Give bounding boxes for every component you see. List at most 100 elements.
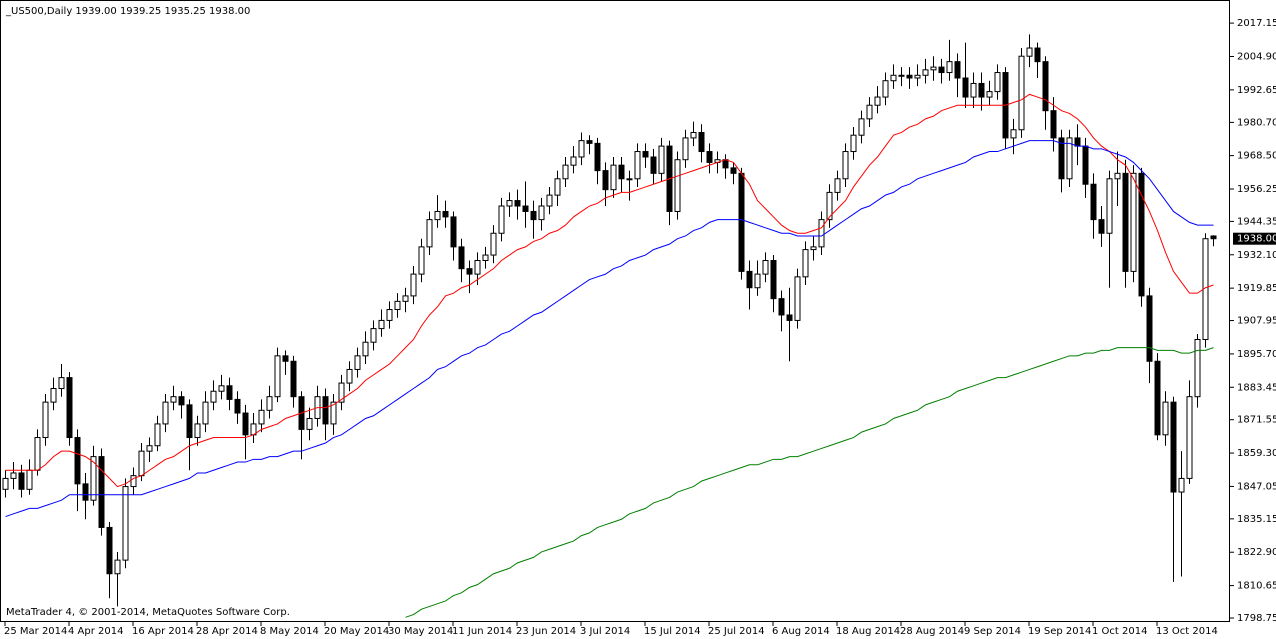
candle-body — [226, 385, 233, 400]
candle-body — [914, 74, 921, 79]
candle-body — [754, 273, 761, 289]
candle-body — [1042, 61, 1049, 112]
x-tick-label: 1 Oct 2014 — [1092, 626, 1147, 637]
candle-body — [66, 377, 73, 439]
candle-body — [546, 194, 553, 207]
candle-body — [1154, 360, 1161, 436]
candle-body — [818, 219, 825, 248]
candle-body — [322, 396, 329, 425]
candle-body — [602, 170, 609, 191]
x-tick-label: 16 Apr 2014 — [132, 626, 194, 637]
axes: 2017.15 2004.90 1992.65 1980.70 1968.50 1956.… — [4, 18, 1276, 637]
candle-body — [1178, 477, 1185, 493]
candle-body — [114, 559, 121, 575]
candle-body — [10, 472, 17, 479]
y-tick-label: 2017.15 — [1237, 18, 1276, 29]
x-tick-label: 20 May 2014 — [324, 626, 389, 637]
candle-body — [978, 82, 985, 98]
candle-body — [1058, 137, 1065, 180]
candle-body — [506, 200, 513, 207]
candle-body — [26, 469, 33, 490]
candle-body — [746, 270, 753, 289]
candle-body — [434, 210, 441, 221]
candle-body — [186, 404, 193, 439]
candle-body — [802, 249, 809, 278]
candle-body — [986, 91, 993, 98]
candle-body — [866, 104, 873, 120]
candle-body — [1138, 172, 1145, 297]
footnote: MetaTrader 4, © 2001-2014, MetaQuotes So… — [6, 607, 290, 618]
y-tick-label: 1907.95 — [1237, 316, 1276, 327]
y-tick-label: 1992.65 — [1237, 85, 1276, 96]
candle-body — [266, 396, 273, 411]
candle-body — [202, 401, 209, 425]
x-tick-label: 19 Sep 2014 — [1028, 626, 1091, 637]
candle-body — [930, 66, 937, 71]
candle-body — [162, 401, 169, 425]
x-tick-label: 25 Jul 2014 — [708, 626, 765, 637]
candle-body — [362, 341, 369, 357]
y-tick-label: 2004.90 — [1237, 51, 1276, 62]
candle-body — [346, 368, 353, 384]
candle-body — [18, 472, 25, 490]
candle-body — [554, 178, 561, 196]
candle-body — [1194, 338, 1201, 398]
candle-body — [562, 164, 569, 180]
candle-body — [810, 246, 817, 251]
candle-body — [1146, 295, 1153, 362]
candle-body — [410, 273, 417, 297]
candle-body — [458, 246, 465, 270]
candle-body — [706, 151, 713, 163]
candle-body — [178, 396, 185, 406]
candle-body — [634, 151, 641, 180]
candle-body — [1098, 219, 1105, 234]
candle-body — [490, 232, 497, 256]
candle-body — [938, 66, 945, 74]
y-tick-label: 1835.15 — [1237, 514, 1276, 525]
candle-body — [90, 456, 97, 501]
x-tick-label: 28 Apr 2014 — [196, 626, 258, 637]
x-tick-label: 13 Oct 2014 — [1156, 626, 1218, 637]
x-tick-label: 11 Jun 2014 — [452, 626, 512, 637]
candle-body — [1186, 396, 1193, 479]
candle-body — [242, 412, 249, 436]
candle-body — [834, 178, 841, 193]
candle-body — [690, 131, 697, 139]
y-tick-label: 1859.30 — [1237, 448, 1276, 459]
candle-body — [122, 486, 129, 561]
candle-body — [170, 396, 177, 403]
candle-body — [586, 140, 593, 144]
candle-body — [538, 205, 545, 221]
candle-body — [826, 191, 833, 221]
candle-body — [498, 205, 505, 234]
candle-body — [58, 377, 65, 390]
y-tick-label: 1810.65 — [1237, 581, 1276, 592]
candle-body — [130, 475, 137, 488]
candle-body — [778, 298, 785, 316]
candle-body — [530, 210, 537, 221]
y-tick-label: 1847.05 — [1237, 481, 1276, 492]
candle-body — [906, 74, 913, 79]
candle-body — [1210, 235, 1217, 240]
candle-body — [34, 437, 41, 471]
candle-body — [450, 216, 457, 248]
candle-body — [50, 388, 57, 403]
y-tick-label: 1932.10 — [1237, 250, 1276, 261]
candle-body — [194, 423, 201, 439]
candle-body — [1026, 47, 1033, 57]
y-tick-label: 1980.70 — [1237, 117, 1276, 128]
candle-body — [146, 445, 153, 452]
candle-body — [98, 456, 105, 528]
candle-body — [1130, 172, 1137, 272]
candle-body — [378, 319, 385, 330]
y-tick-label: 1798.75 — [1237, 613, 1276, 624]
candle-body — [386, 309, 393, 321]
candle-body — [234, 398, 241, 414]
candle-body — [898, 74, 905, 77]
candle-body — [570, 156, 577, 166]
candle-body — [674, 159, 681, 212]
candle-body — [850, 134, 857, 153]
candle-body — [82, 483, 89, 501]
candle-body — [682, 137, 689, 161]
